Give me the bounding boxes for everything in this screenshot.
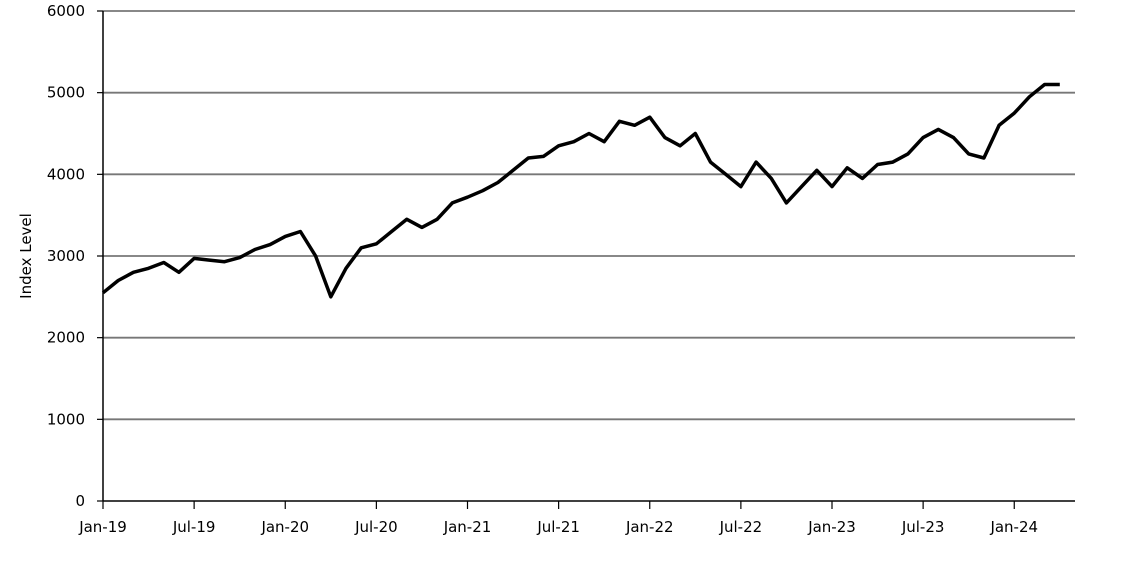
x-tick-label: Jan-23 xyxy=(807,518,856,536)
x-tick-label: Jan-21 xyxy=(443,518,492,536)
y-tick-label: 0 xyxy=(75,492,85,510)
y-tick-label: 3000 xyxy=(47,247,85,265)
x-tick-label: Jan-20 xyxy=(260,518,309,536)
x-tick-label: Jan-24 xyxy=(989,518,1038,536)
x-tick-label: Jul-20 xyxy=(354,518,398,536)
y-tick-label: 6000 xyxy=(47,2,85,20)
x-tick-label: Jul-23 xyxy=(901,518,945,536)
y-axis-label: Index Level xyxy=(17,213,35,299)
x-tick-label: Jul-22 xyxy=(719,518,763,536)
x-tick-label: Jan-22 xyxy=(625,518,674,536)
y-tick-label: 1000 xyxy=(47,410,85,428)
y-tick-label: 4000 xyxy=(47,165,85,183)
y-tick-label: 2000 xyxy=(47,329,85,347)
x-tick-label: Jul-21 xyxy=(536,518,580,536)
line xyxy=(101,82,1060,299)
x-tick-label: Jan-19 xyxy=(78,518,127,536)
y-tick-label: 5000 xyxy=(47,84,85,102)
x-tick-label: Jul-19 xyxy=(172,518,216,536)
